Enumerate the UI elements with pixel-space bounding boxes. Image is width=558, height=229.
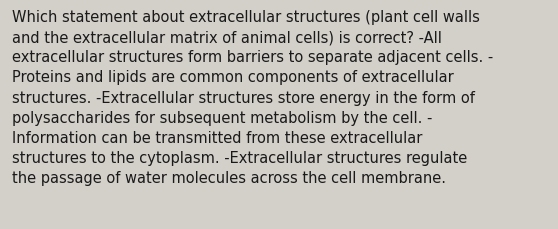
- Text: Which statement about extracellular structures (plant cell walls
and the extrace: Which statement about extracellular stru…: [12, 10, 493, 185]
